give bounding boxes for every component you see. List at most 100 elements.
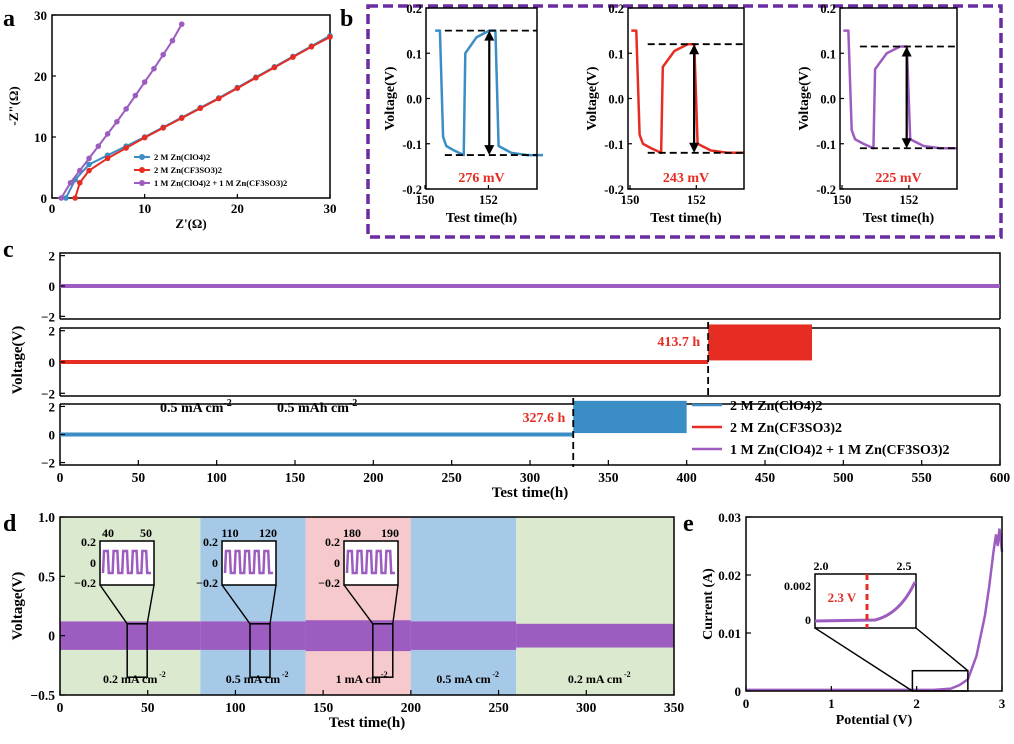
failure-time-label-2: 413.7 h	[657, 335, 700, 350]
panel-a-xlabel: Z'(Ω)	[175, 216, 206, 231]
x-tick-label-e: 1	[828, 696, 835, 711]
x-tick-label-c: 600	[990, 470, 1011, 485]
data-point-a	[253, 75, 259, 81]
panel-c-condition-1: 0.5 mA cm-2	[160, 398, 232, 416]
panel-b-xlabel: Test time(h)	[863, 211, 935, 226]
data-point-a	[104, 131, 111, 137]
inset-x-tick-label: 2.5	[897, 559, 912, 573]
data-point-a	[86, 167, 92, 174]
x-tick-label-d: 50	[141, 700, 155, 715]
inset-y-tick-label: −0.2	[196, 576, 218, 590]
data-point-a	[178, 115, 185, 121]
y-tick-label-a: 10	[34, 130, 47, 145]
y-tick-label-c: −2	[41, 456, 55, 471]
y-tick-label-c: 0	[49, 279, 56, 294]
panel-c-legend: 2 M Zn(ClO4)2 2 M Zn(CF3SO3)2 1 M Zn(ClO…	[692, 399, 950, 458]
y-tick-label-c: 0	[49, 428, 56, 443]
x-tick-label-d: 100	[225, 700, 246, 715]
x-tick-label-b: 150	[416, 193, 435, 207]
data-point-a	[160, 51, 166, 58]
panel-b-dashed-border	[366, 4, 1003, 239]
data-point-a	[141, 134, 148, 141]
x-tick-label-d: 250	[488, 700, 509, 715]
y-tick-label-d: −0.5	[30, 688, 55, 703]
panel-d: 0.2 mA cm 0.5 mA cm 1 mA cm 0.5 mA cm 0.2 mA…	[10, 510, 684, 731]
panel-e-ylabel: Current (A)	[701, 568, 716, 640]
panel-label-d: d	[3, 511, 17, 537]
panel-e-frame	[745, 516, 1003, 692]
data-point-a	[67, 179, 74, 186]
inset-connector	[343, 584, 374, 625]
x-tick-label-b: 150	[833, 193, 852, 207]
y-tick-label-b: -0.1	[816, 138, 836, 152]
panel-e: 2.3 V 2.0 2.5 0 0.002 0 0.01 0.02 0.03 0 1 2 3 Poten…	[701, 510, 1006, 728]
hysteresis-label-1: 276 mV	[458, 171, 504, 186]
voltage-band-d-3	[305, 620, 411, 652]
x-tick-label-e: 2	[913, 696, 920, 711]
inset-y-tick-label: 0	[90, 556, 96, 570]
panel-label-c: c	[3, 237, 14, 263]
data-point-a	[72, 195, 78, 201]
inset-y-tick-label: 0	[805, 613, 811, 627]
inset-y-tick-label: 0.2	[81, 535, 96, 549]
inset-x-tick-label: 110	[221, 526, 238, 540]
failure-trace-c-2	[708, 324, 812, 361]
segment-label-4: 0.5 mA cm	[436, 672, 490, 686]
x-tick-label-c: 400	[677, 470, 698, 485]
data-point-a	[77, 167, 83, 174]
panel-c-xlabel: Test time(h)	[492, 485, 569, 501]
inset-connector	[99, 584, 128, 625]
y-tick-label-d: 0	[48, 629, 55, 644]
panel-b-subplot-3: 225 mV -0.2 -0.1 0.0 0.1 0.2 150 152 Test time(h…	[797, 2, 958, 226]
inset-x-tick-label: 50	[140, 526, 152, 540]
inset-trace-3	[345, 549, 395, 575]
arrow-head-up	[901, 46, 912, 57]
x-tick-label-c: 50	[132, 470, 146, 485]
failure-trace-c-3	[573, 400, 687, 434]
arrow-head-up	[689, 44, 700, 55]
panel-d-ylabel: Voltage(V)	[10, 572, 26, 641]
segment-label-exponent: -2	[492, 670, 499, 679]
panel-d-frame	[59, 516, 675, 696]
data-point-a	[271, 64, 278, 71]
voltage-band-d-1	[60, 621, 201, 650]
y-tick-label-b: 0.0	[820, 93, 836, 107]
x-tick-label-b: 152	[899, 193, 918, 207]
panel-b-subplot-2: 243 mV -0.2 -0.1 0.0 0.1 0.2 150 152 Test time(h…	[585, 2, 745, 226]
panel-label-b: b	[340, 6, 353, 32]
panel-b-ylabel: Voltage(V)	[585, 66, 600, 130]
segment-label-exponent: -2	[624, 670, 631, 679]
arrow-head-down	[901, 138, 912, 149]
band-gap	[58, 319, 1002, 328]
y-tick-label-c: −2	[41, 386, 55, 401]
data-point-a	[86, 161, 92, 168]
data-point-a	[169, 37, 176, 44]
y-tick-label-b: -0.2	[402, 183, 422, 197]
y-tick-label-b: 0.1	[406, 47, 422, 61]
data-point-a	[63, 195, 69, 201]
failure-time-label-3: 327.6 h	[522, 411, 565, 426]
arrow-head-up	[484, 30, 495, 41]
zoom-box-2	[249, 623, 271, 678]
x-tick-label-c: 0	[57, 470, 64, 485]
segment-label-2: 0.5 mA cm	[226, 672, 280, 686]
y-tick-label-b: 0.0	[608, 93, 624, 107]
inset-x-tick-label: 2.0	[814, 559, 829, 573]
inset-connector	[814, 627, 913, 692]
y-tick-label-a: 0	[41, 191, 48, 206]
x-tick-label-c: 150	[285, 470, 306, 485]
y-tick-label-e: 0.01	[718, 626, 741, 641]
data-point-a	[132, 92, 139, 99]
inset-connector	[146, 584, 155, 624]
data-point-a	[58, 195, 65, 201]
legend-c-3: 1 M Zn(ClO4)2 + 1 M Zn(CF3SO3)2	[730, 443, 950, 458]
data-point-a	[178, 21, 185, 27]
segment-label-exponent: -2	[159, 670, 166, 679]
panel-a-series	[58, 21, 333, 201]
voltage-trace-b-3	[843, 29, 957, 150]
data-point-a	[327, 34, 333, 40]
x-tick-label-e: 3	[999, 696, 1006, 711]
panel-b-ylabel: Voltage(V)	[383, 66, 398, 130]
